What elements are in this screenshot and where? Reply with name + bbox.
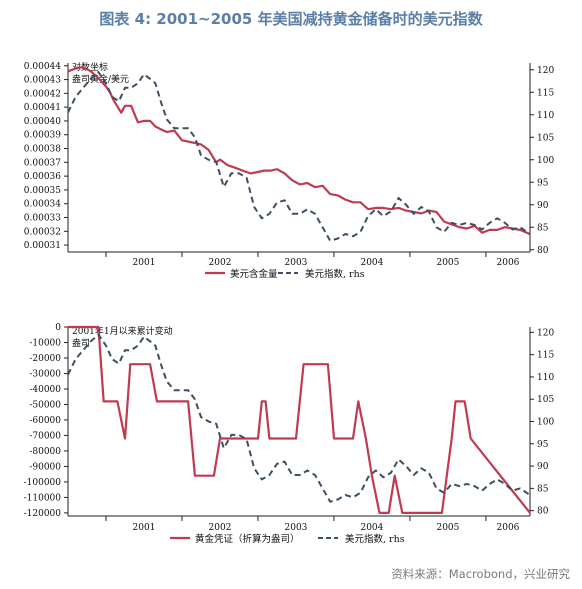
y-left-tick-label: 0.00034 (24, 200, 61, 210)
y-right-tick-label: 100 (537, 418, 554, 428)
legend-label: 美元含金量 (230, 268, 278, 280)
axis-annotation-line-1: 对数坐标 (72, 61, 108, 73)
x-tick-label: 2004 (360, 258, 383, 268)
figure-title: 图表 4: 2001~2005 年美国减持黄金储备时的美元指数 (99, 10, 483, 28)
y-right-tick-label: 110 (537, 373, 554, 383)
y-left-tick-label: -110000 (24, 493, 62, 503)
y-right-tick-label: 120 (537, 66, 554, 76)
y-left-tick-label: -90000 (29, 462, 61, 472)
y-left-tick-label: -100000 (24, 478, 62, 488)
y-left-tick-label: -120000 (24, 509, 62, 519)
x-tick-label: 2006 (497, 258, 520, 268)
y-left-tick-label: 0.00032 (24, 227, 61, 237)
y-right-tick-label: 120 (537, 328, 554, 338)
y-left-tick-label: 0 (55, 323, 61, 333)
x-tick-label: 2004 (360, 523, 383, 533)
x-tick-label: 2001 (133, 523, 156, 533)
y-right-tick-label: 80 (537, 246, 549, 256)
x-tick-label: 2006 (497, 523, 520, 533)
series-line-usd-gold-content (67, 65, 531, 236)
y-left-tick-label: 0.00033 (24, 214, 61, 224)
y-left-tick-label: 0.00041 (24, 103, 61, 113)
y-right-tick-label: 110 (537, 111, 554, 121)
y-right-tick-label: 85 (537, 484, 549, 494)
y-right-tick-label: 95 (537, 440, 549, 450)
legend-label: 黄金凭证（折算为盎司） (195, 533, 300, 545)
series-line-gold-certificates (68, 325, 531, 515)
axis-annotation-line-2: 盎司 (72, 337, 90, 349)
y-left-tick-label: 0.00035 (24, 186, 61, 196)
y-right-tick-label: 90 (537, 201, 549, 211)
x-tick-label: 2002 (209, 523, 232, 533)
y-left-tick-label: -10000 (29, 338, 61, 348)
y-right-tick-label: 115 (537, 351, 554, 361)
chart-panel-2: 2001 2002 2003 2004 2005 2006 0 -10000 -20000 -30… (24, 323, 555, 545)
y-left-tick-label: 0.00037 (24, 158, 61, 168)
y-right-tick-label: 90 (537, 462, 549, 472)
legend-label: 美元指数, rhs (345, 533, 405, 545)
y-right-tick-label: 85 (537, 223, 549, 233)
y-left-tick-label: -20000 (29, 354, 61, 364)
y-left-tick-label: 0.00044 (24, 62, 61, 72)
legend-label: 美元指数, rhs (305, 268, 365, 280)
y-left-tick-label: -70000 (29, 431, 61, 441)
y-left-tick-label: -30000 (29, 369, 61, 379)
x-tick-label: 2005 (436, 523, 459, 533)
series-line-usd-index (67, 71, 531, 242)
y-left-tick-label: 0.00043 (24, 76, 61, 86)
y-left-tick-label: -60000 (29, 416, 61, 426)
y-right-tick-label: 80 (537, 507, 549, 517)
y-left-tick-label: 0.00036 (24, 172, 61, 182)
x-tick-label: 2003 (285, 258, 308, 268)
y-right-tick-label: 105 (537, 395, 554, 405)
y-right-tick-label: 115 (537, 88, 554, 98)
chart-panel-1: 2001 2002 2003 2004 2005 2006 0.00031 0.00032 0.… (24, 61, 555, 280)
y-left-tick-label: 0.00040 (24, 117, 61, 127)
y-left-tick-label: 0.00031 (24, 241, 61, 251)
y-right-tick-label: 95 (537, 178, 549, 188)
x-tick-label: 2003 (285, 523, 308, 533)
source-note: 资料来源：Macrobond，兴业研究 (391, 567, 570, 581)
y-left-tick-label: -80000 (29, 447, 61, 457)
x-tick-label: 2005 (436, 258, 459, 268)
y-left-tick-label: -50000 (29, 400, 61, 410)
y-left-tick-label: -40000 (29, 385, 61, 395)
y-left-tick-label: 0.00038 (24, 145, 61, 155)
y-right-tick-label: 100 (537, 156, 554, 166)
y-left-tick-label: 0.00042 (24, 89, 61, 99)
x-tick-label: 2001 (133, 258, 156, 268)
series-line-usd-index (67, 333, 531, 503)
y-left-tick-label: 0.00039 (24, 131, 61, 141)
y-right-tick-label: 105 (537, 133, 554, 143)
x-tick-label: 2002 (209, 258, 232, 268)
